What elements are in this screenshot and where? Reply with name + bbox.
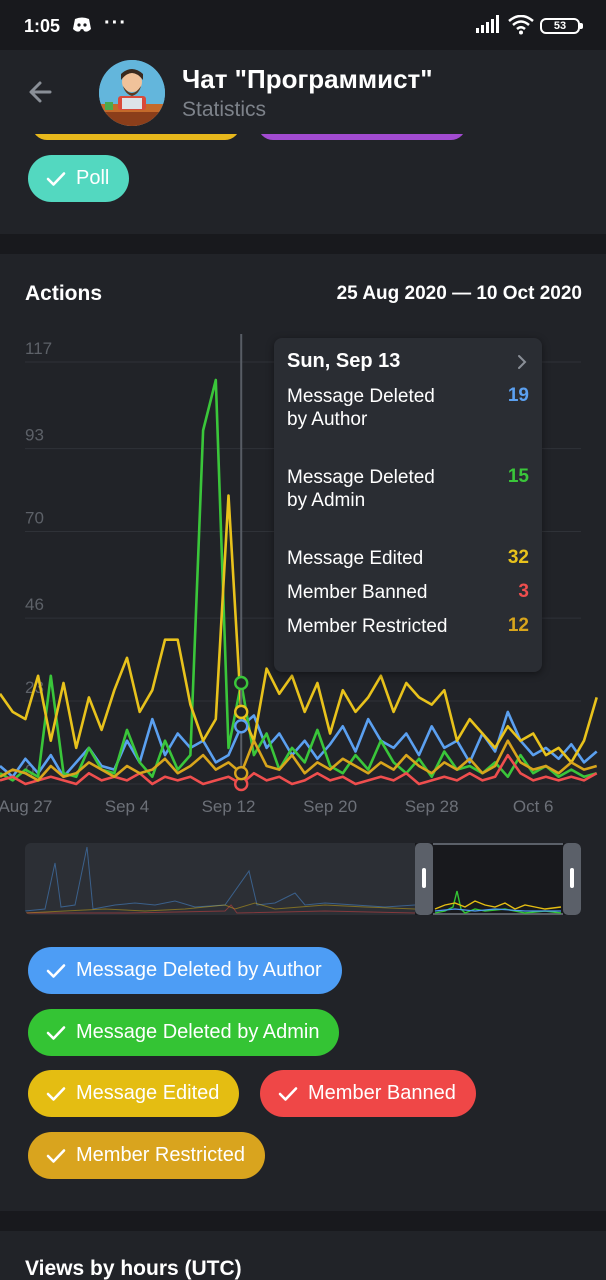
y-tick-label: 70 bbox=[25, 509, 44, 528]
tooltip-row-label: Member Banned bbox=[287, 582, 428, 603]
series-line bbox=[0, 494, 598, 764]
x-tick-label: Sep 28 bbox=[405, 797, 459, 816]
actions-title: Actions bbox=[25, 282, 103, 305]
chat-title: Чат "Программист" bbox=[182, 64, 433, 94]
y-tick-label: 0 bbox=[25, 761, 34, 780]
filter-chip-partial-purple[interactable] bbox=[258, 134, 466, 140]
tooltip-row-label: Member Restricted bbox=[287, 616, 448, 637]
status-bar: 1:05 ··· 53 bbox=[0, 0, 606, 50]
chip-label: Message Deleted by Admin bbox=[76, 1021, 320, 1043]
legend-chip-message-edited[interactable]: Message Edited bbox=[28, 1070, 240, 1117]
series-line bbox=[0, 753, 598, 786]
chat-avatar[interactable] bbox=[99, 60, 165, 126]
x-axis-labels: Aug 27 Sep 4 Sep 12 Sep 20 Sep 28 Oct 6 bbox=[0, 797, 554, 816]
x-tick-label: Aug 27 bbox=[0, 797, 52, 816]
chart-markers bbox=[234, 675, 249, 792]
filter-chip-partial-yellow[interactable] bbox=[32, 134, 240, 140]
filter-section: Poll bbox=[0, 134, 606, 234]
tooltip-row-value: 15 bbox=[507, 466, 529, 487]
tooltip-row-label: Message Deleted by Admin bbox=[287, 467, 435, 511]
discord-icon bbox=[73, 17, 91, 32]
chip-label: Member Restricted bbox=[76, 1144, 245, 1166]
tooltip-row: Message Deleted by Author 19 bbox=[287, 385, 529, 431]
more-dots: ··· bbox=[104, 12, 127, 34]
app-header: Чат "Программист" Statistics bbox=[0, 50, 606, 134]
highlight-point bbox=[234, 704, 249, 720]
filter-chip-poll[interactable]: Poll bbox=[28, 155, 130, 202]
chart-navigator[interactable] bbox=[25, 843, 581, 915]
legend-chip-message-deleted-by-admin[interactable]: Message Deleted by Admin bbox=[28, 1009, 340, 1056]
check-icon bbox=[278, 1086, 298, 1101]
tooltip-row-value: 3 bbox=[518, 581, 529, 602]
views-section: Views by hours (UTC) bbox=[0, 1231, 606, 1280]
chip-label: Message Deleted by Author bbox=[76, 959, 322, 981]
wifi-icon bbox=[508, 15, 534, 35]
tooltip-row: Member Banned 3 bbox=[287, 581, 529, 604]
check-icon bbox=[46, 1148, 66, 1163]
navigator-preview bbox=[25, 843, 581, 915]
views-title: Views by hours (UTC) bbox=[25, 1257, 242, 1280]
chevron-right-icon[interactable] bbox=[516, 354, 528, 370]
tooltip-date: Sun, Sep 13 bbox=[287, 350, 401, 372]
arrow-left-icon[interactable] bbox=[22, 72, 62, 112]
battery-icon: 53 bbox=[540, 18, 583, 34]
check-icon bbox=[46, 1025, 66, 1040]
tooltip-row: Message Edited 32 bbox=[287, 547, 529, 570]
highlight-point bbox=[234, 675, 249, 691]
x-tick-label: Sep 12 bbox=[202, 797, 256, 816]
legend-chip-member-restricted[interactable]: Member Restricted bbox=[28, 1132, 265, 1179]
highlight-point bbox=[234, 719, 249, 734]
highlight-point bbox=[234, 765, 249, 781]
check-icon bbox=[46, 171, 66, 186]
chip-label: Poll bbox=[76, 167, 110, 189]
check-icon bbox=[46, 963, 66, 978]
x-tick-label: Sep 20 bbox=[303, 797, 357, 816]
chart-tooltip[interactable]: Sun, Sep 13 Message Deleted by Author 19… bbox=[274, 338, 542, 672]
tooltip-row-label: Message Edited bbox=[287, 548, 424, 569]
tooltip-row-value: 12 bbox=[507, 615, 529, 636]
legend-chip-message-deleted-by-author[interactable]: Message Deleted by Author bbox=[28, 947, 342, 994]
legend-chip-member-banned[interactable]: Member Banned bbox=[260, 1070, 476, 1117]
status-time: 1:05 bbox=[24, 16, 61, 36]
series-line bbox=[0, 739, 598, 782]
x-tick-label: Sep 4 bbox=[105, 797, 149, 816]
chart-series bbox=[0, 378, 598, 786]
chip-label: Message Edited bbox=[76, 1082, 220, 1104]
y-tick-label: 93 bbox=[25, 426, 44, 445]
tooltip-row-value: 32 bbox=[507, 547, 529, 568]
actions-date-range[interactable]: 25 Aug 2020 — 10 Oct 2020 bbox=[336, 283, 582, 304]
tooltip-row: Message Deleted by Admin 15 bbox=[287, 466, 529, 512]
check-icon bbox=[46, 1086, 66, 1101]
series-line bbox=[0, 378, 598, 782]
chat-subtitle: Statistics bbox=[182, 98, 267, 121]
signal-icon bbox=[476, 15, 499, 33]
x-tick-label: Oct 6 bbox=[513, 797, 554, 816]
y-tick-label: 117 bbox=[25, 339, 52, 358]
programmer-avatar-icon bbox=[99, 60, 165, 126]
tooltip-row-label: Message Deleted by Author bbox=[287, 386, 435, 430]
tooltip-row-value: 19 bbox=[507, 385, 529, 406]
chip-label: Member Banned bbox=[308, 1082, 456, 1104]
tooltip-row: Member Restricted 12 bbox=[287, 615, 529, 638]
y-tick-label: 46 bbox=[25, 595, 44, 614]
